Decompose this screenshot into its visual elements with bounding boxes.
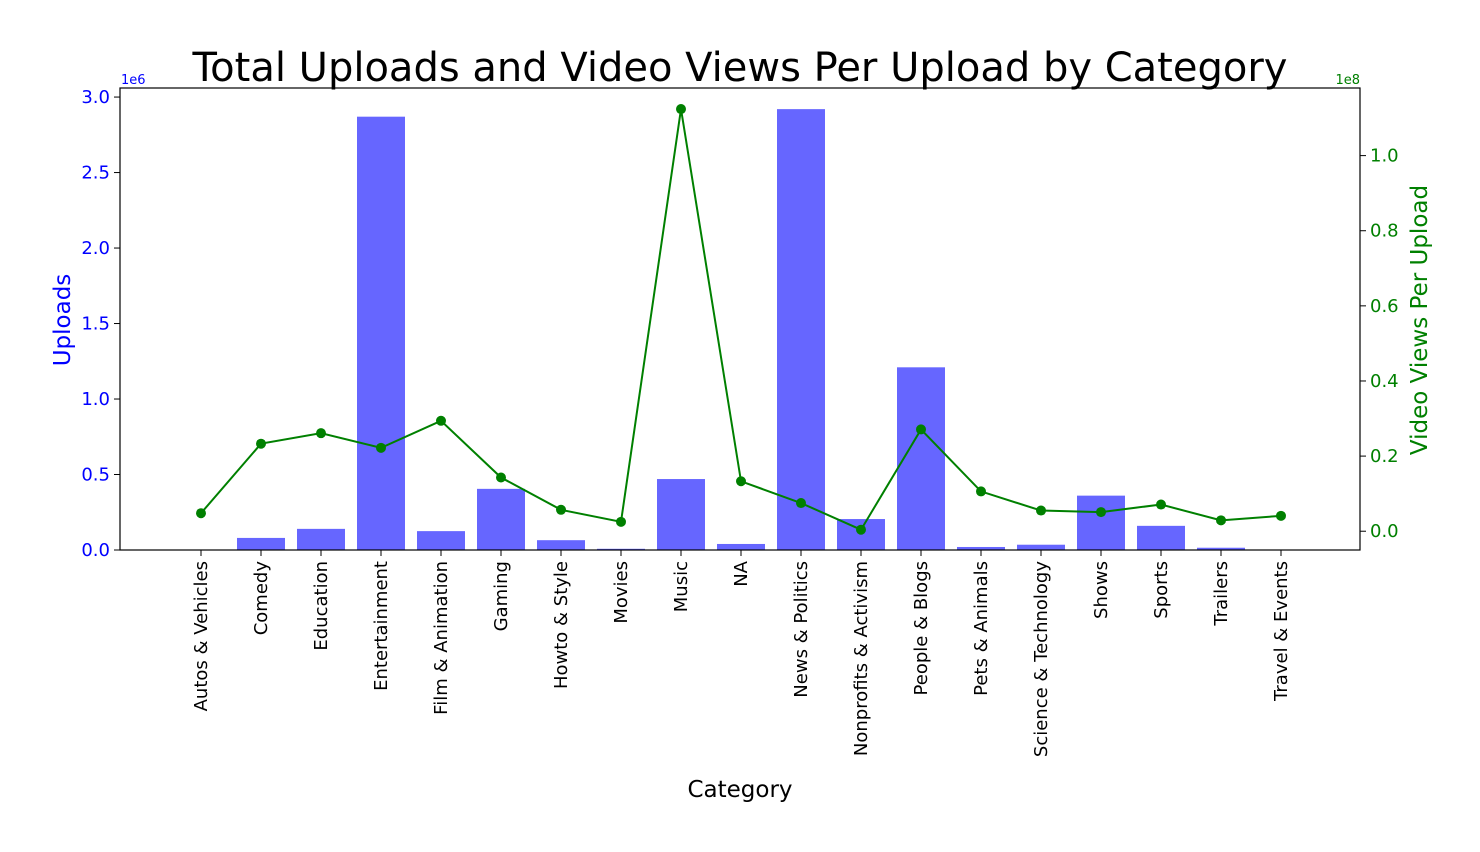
right-axis-label: Video Views Per Upload xyxy=(1407,185,1433,455)
x-tick-label: Movies xyxy=(611,561,632,624)
bar xyxy=(657,479,705,550)
line-point xyxy=(196,508,206,519)
line-point xyxy=(676,104,686,115)
bar xyxy=(417,531,465,550)
right-axis-exponent: 1e8 xyxy=(1335,73,1360,88)
line-point xyxy=(556,504,566,515)
bar xyxy=(1017,544,1065,550)
right-tick-label: 0.2 xyxy=(1370,446,1399,467)
x-tick-label: Travel & Events xyxy=(1271,561,1292,702)
line-point xyxy=(856,524,866,535)
x-tick-label: Pets & Animals xyxy=(971,561,992,696)
line-point xyxy=(436,415,446,426)
right-axis: 0.0 0.2 0.4 0.6 0.8 1.0 xyxy=(1360,146,1399,542)
x-axis-label: Category xyxy=(687,777,792,803)
left-axis-exponent: 1e6 xyxy=(121,73,146,88)
x-tick-label: Education xyxy=(311,561,332,651)
right-tick-label: 0.4 xyxy=(1370,371,1399,392)
left-tick-label: 2.0 xyxy=(81,238,110,259)
x-axis: Autos & Vehicles Comedy Education Entertain… xyxy=(191,550,1292,757)
chart-title: Total Uploads and Video Views Per Upload… xyxy=(192,45,1288,91)
line-point xyxy=(976,486,986,497)
x-tick-label: People & Blogs xyxy=(911,561,932,695)
line-point xyxy=(496,472,506,483)
left-axis: 0.0 0.5 1.0 1.5 2.0 2.5 3.0 xyxy=(81,87,120,561)
line-point xyxy=(1276,510,1286,521)
x-tick-label: Entertainment xyxy=(371,561,392,691)
right-tick-label: 1.0 xyxy=(1370,146,1399,167)
bar xyxy=(297,528,345,550)
line-point xyxy=(1096,507,1106,518)
line-point xyxy=(736,476,746,487)
line-point xyxy=(916,424,926,435)
bar xyxy=(1077,495,1125,550)
bar xyxy=(777,109,825,550)
x-tick-label: Autos & Vehicles xyxy=(191,561,212,711)
line-layer xyxy=(196,104,1286,535)
line-point xyxy=(376,442,386,453)
x-tick-label: NA xyxy=(731,560,752,586)
x-tick-label: Trailers xyxy=(1211,561,1232,627)
x-tick-label: Music xyxy=(671,561,692,612)
line-point xyxy=(1216,515,1226,526)
x-tick-label: Gaming xyxy=(491,561,512,631)
x-tick-label: Shows xyxy=(1091,561,1112,619)
bar xyxy=(477,488,525,550)
x-tick-label: Film & Animation xyxy=(431,561,452,715)
right-tick-label: 0.0 xyxy=(1370,521,1399,542)
left-tick-label: 0.5 xyxy=(81,465,110,486)
x-tick-label: Sports xyxy=(1151,561,1172,619)
left-tick-label: 0.0 xyxy=(81,540,110,561)
right-tick-label: 0.6 xyxy=(1370,296,1399,317)
line-point xyxy=(316,428,326,439)
left-tick-label: 1.0 xyxy=(81,389,110,410)
line-point xyxy=(256,438,266,449)
line-point xyxy=(1156,499,1166,510)
x-tick-label: News & Politics xyxy=(791,561,812,698)
line-point xyxy=(796,498,806,509)
bar xyxy=(537,540,585,550)
x-tick-label: Comedy xyxy=(251,561,272,636)
left-tick-label: 1.5 xyxy=(81,314,110,335)
line-point xyxy=(1036,505,1046,516)
bar xyxy=(357,116,405,550)
bar xyxy=(897,367,945,550)
bar xyxy=(957,546,1005,550)
bar xyxy=(1137,525,1185,550)
bar xyxy=(237,537,285,550)
x-tick-label: Nonprofits & Activism xyxy=(851,561,872,756)
bar xyxy=(717,543,765,550)
plot-frame xyxy=(119,87,1361,551)
bar xyxy=(1197,547,1245,550)
bar xyxy=(597,548,645,550)
bars-layer xyxy=(177,109,1305,550)
left-tick-label: 2.5 xyxy=(81,163,110,184)
left-axis-label: Uploads xyxy=(50,274,76,367)
x-tick-label: Howto & Style xyxy=(551,561,572,689)
line-point xyxy=(616,516,626,527)
left-tick-label: 3.0 xyxy=(81,87,110,108)
x-tick-label: Science & Technology xyxy=(1031,561,1052,757)
right-tick-label: 0.8 xyxy=(1370,221,1399,242)
